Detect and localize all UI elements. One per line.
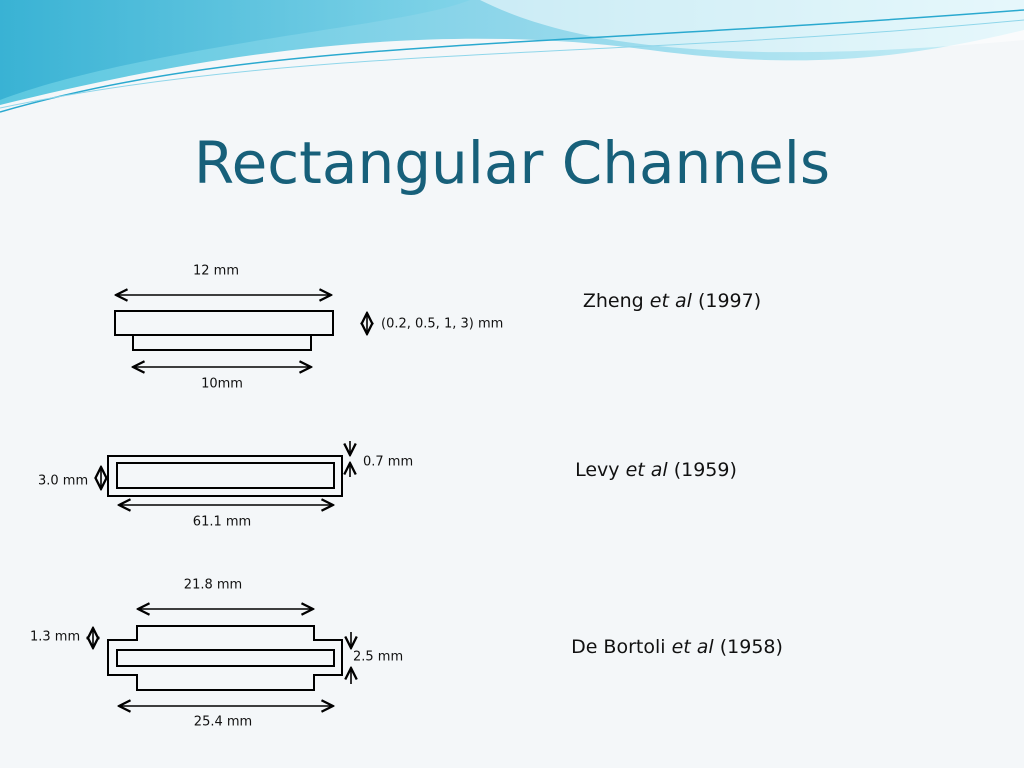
slide-title: Rectangular Channels xyxy=(194,129,830,197)
citation-year: (1997) xyxy=(698,290,761,312)
dimension-label: 1.3 mm xyxy=(30,630,80,645)
channel-diagram: 12 mm 10mm (0.2, 0.5, 1, 3) mm xyxy=(114,264,503,392)
dimension-label: 61.1 mm xyxy=(193,515,251,530)
citation-author: De Bortoli xyxy=(571,636,665,658)
citation-etal: et al xyxy=(672,636,715,658)
dimension-label: 3.0 mm xyxy=(38,474,88,489)
channel-diagram: 21.8 mm 1.3 mm 2.5 mm 25.4 mm xyxy=(30,578,403,730)
citation: De Bortoli et al (1958) xyxy=(571,636,783,658)
citation: Zheng et al (1997) xyxy=(583,290,761,312)
citation-author: Zheng xyxy=(583,290,644,312)
citation-etal: et al xyxy=(650,290,693,312)
citation: Levy et al (1959) xyxy=(575,459,737,481)
dimension-label: (0.2, 0.5, 1, 3) mm xyxy=(381,317,503,332)
citation-year: (1958) xyxy=(720,636,783,658)
dimension-label: 21.8 mm xyxy=(184,578,242,593)
channel-diagram: 0.7 mm 3.0 mm 61.1 mm xyxy=(38,441,413,530)
header-decoration xyxy=(0,0,1024,113)
citation-etal: et al xyxy=(626,459,669,481)
dimension-label: 0.7 mm xyxy=(363,455,413,470)
dimension-label: 25.4 mm xyxy=(194,715,252,730)
dimension-label: 12 mm xyxy=(193,264,239,279)
dimension-label: 2.5 mm xyxy=(353,650,403,665)
dimension-label: 10mm xyxy=(201,377,243,392)
citation-author: Levy xyxy=(575,459,619,481)
citation-year: (1959) xyxy=(674,459,737,481)
